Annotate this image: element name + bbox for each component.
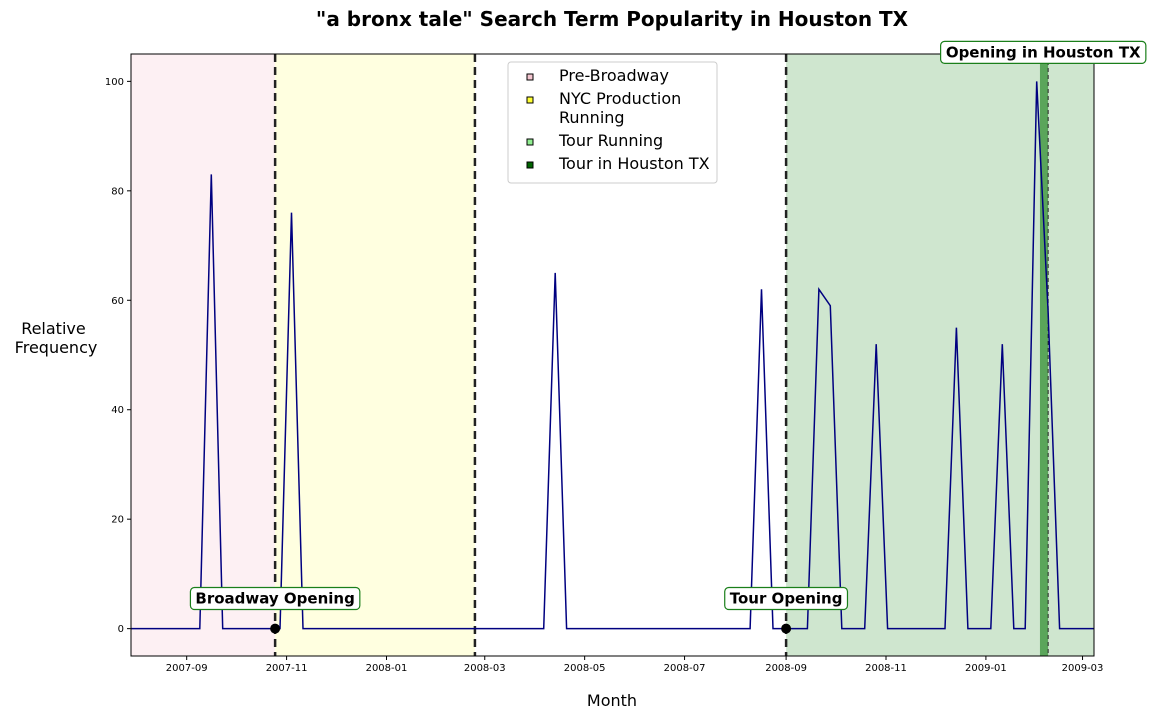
annotation-text-0: Broadway Opening [195, 590, 354, 608]
y-tick-label-0: 0 [118, 624, 124, 635]
x-tick-label-9: 2009-03 [1062, 663, 1104, 674]
x-tick-label-2: 2008-01 [366, 663, 408, 674]
region-0 [131, 54, 276, 656]
legend-swatch-0 [526, 73, 534, 81]
legend-box [507, 61, 718, 184]
x-tick-label-8: 2009-01 [965, 663, 1007, 674]
annotation-box-0 [189, 586, 361, 611]
x-tick-label-4: 2008-05 [564, 663, 606, 674]
annotation-0: Broadway Opening [189, 586, 361, 611]
region-1 [275, 54, 475, 656]
annotation-box-2 [940, 40, 1147, 64]
y-tick-label-3: 60 [111, 296, 124, 307]
annotation-text-2: Opening in Houston TX [946, 43, 1141, 61]
annotations: Broadway Opening Tour Opening Opening in H… [189, 40, 1147, 611]
y-tick-label-2: 40 [111, 405, 124, 416]
legend-swatch-2 [526, 138, 534, 146]
y-tick-label-5: 100 [105, 77, 124, 88]
legend-label-1-line-0: NYC Production [559, 89, 681, 108]
x-tick-label-0: 2007-09 [166, 663, 208, 674]
y-axis-title-line-2: Frequency [15, 338, 98, 357]
annotation-2: Opening in Houston TX [940, 40, 1147, 64]
annotation-box-1 [724, 586, 849, 611]
x-tick-label-1: 2007-11 [266, 663, 308, 674]
y-tick-label-1: 20 [111, 515, 124, 526]
x-tick-label-5: 2008-07 [664, 663, 706, 674]
event-lines [273, 54, 1049, 656]
legend-label-3: Tour in Houston TX [558, 154, 710, 173]
legend-label-2-line-0: Tour Running [558, 131, 663, 150]
x-tick-label-7: 2008-11 [865, 663, 907, 674]
annotation-text-1: Tour Opening [730, 590, 843, 608]
shaded-regions [131, 54, 1094, 656]
event-marker-0 [270, 623, 281, 634]
legend-label-0-line-0: Pre-Broadway [559, 66, 669, 85]
legend-label-1: NYC Production Running [559, 89, 681, 127]
x-tick-label-3: 2008-03 [464, 663, 506, 674]
legend-label-0: Pre-Broadway [559, 66, 669, 85]
series-line-0 [131, 81, 1094, 630]
y-axis-title-line-1: Relative [21, 319, 86, 338]
region-3 [1039, 54, 1049, 656]
data-series [131, 81, 1094, 630]
chart-title: "a bronx tale" Search Term Popularity in… [316, 7, 909, 31]
legend-swatch-1 [526, 96, 534, 104]
legend-label-2: Tour Running [558, 131, 663, 150]
y-axis-ticks: 0 20 40 60 80 100 [105, 77, 131, 635]
annotation-1: Tour Opening [724, 586, 849, 611]
legend-swatch-3 [526, 161, 534, 169]
x-tick-label-6: 2008-09 [765, 663, 807, 674]
y-axis-title: Relative Frequency [15, 319, 98, 357]
event-markers [270, 623, 792, 634]
legend-label-3-line-0: Tour in Houston TX [558, 154, 710, 173]
legend-label-1-line-1: Running [559, 108, 625, 127]
y-tick-label-4: 80 [111, 186, 124, 197]
event-marker-1 [781, 623, 792, 634]
plot-frame [130, 53, 1095, 657]
x-axis-ticks: 2007-09 2007-11 2008-01 2008-03 2008-05 2008-… [166, 656, 1104, 674]
legend: Pre-Broadway NYC Production Running Tour Ru… [507, 61, 718, 184]
x-axis-title: Month [587, 691, 637, 710]
